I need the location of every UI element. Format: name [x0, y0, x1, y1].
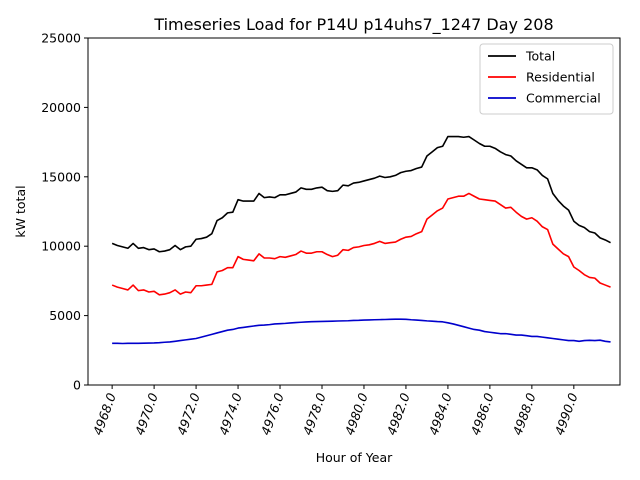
- chart-title: Timeseries Load for P14U p14uhs7_1247 Da…: [153, 15, 553, 35]
- plot-area: [87, 37, 621, 386]
- y-axis: 0 5000 10000 15000 20000 25000: [41, 31, 88, 393]
- series-line-commercial: [112, 318, 611, 345]
- series-line-total: [111, 135, 611, 253]
- legend-label-residential: Residential: [526, 70, 595, 85]
- y-axis-label: kW total: [13, 185, 28, 237]
- series-layer: [111, 135, 611, 345]
- y-tick-label: 10000: [41, 239, 81, 254]
- y-tick-label: 5000: [49, 308, 81, 323]
- legend-box: [479, 43, 614, 115]
- y-tick-label: 25000: [41, 31, 81, 46]
- y-tick-label: 20000: [41, 100, 81, 115]
- legend-label-commercial: Commercial: [526, 91, 601, 106]
- y-tick-label: 15000: [41, 169, 81, 184]
- legend-label-total: Total: [525, 49, 555, 64]
- y-tick-label: 0: [73, 378, 81, 393]
- legend: Total Residential Commercial: [479, 43, 614, 115]
- x-axis-label: Hour of Year: [316, 450, 393, 465]
- series-line-residential: [111, 192, 611, 296]
